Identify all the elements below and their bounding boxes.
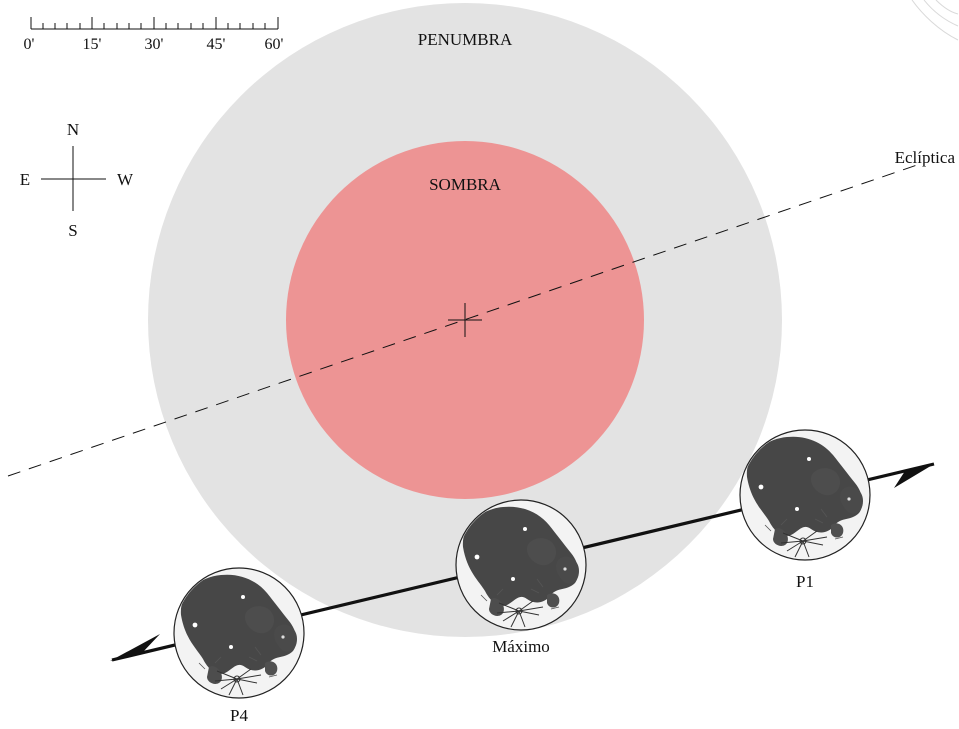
scale-tick-label: 30' (145, 36, 164, 53)
compass-east: E (20, 170, 30, 189)
label-umbra: SOMBRA (429, 175, 502, 194)
label-penumbra: PENUMBRA (418, 30, 513, 49)
scale-tick-label: 45' (207, 36, 226, 53)
shadow-center-cross (448, 303, 482, 337)
compass-west: W (117, 170, 134, 189)
moon-last-contact (174, 568, 304, 698)
label-greatest-eclipse: Máximo (492, 637, 550, 656)
moon-greatest-eclipse (456, 500, 586, 630)
compass-south: S (68, 221, 77, 240)
path-arrow-left-icon (110, 634, 165, 661)
moon-first-contact (740, 430, 870, 560)
compass-north: N (67, 120, 79, 139)
label-ecliptic: Eclíptica (895, 148, 956, 167)
path-arrow-right-icon (886, 464, 934, 488)
ecliptic-line (7, 163, 921, 477)
scale-tick-label: 60' (265, 36, 284, 53)
scale-tick-label: 15' (83, 36, 102, 53)
corner-fragment (911, 0, 959, 41)
label-first-contact: P1 (796, 572, 814, 591)
label-last-contact: P4 (230, 706, 248, 725)
scale-bar (30, 17, 279, 30)
compass-rose (41, 146, 106, 211)
scale-tick-label: 0' (24, 36, 35, 53)
